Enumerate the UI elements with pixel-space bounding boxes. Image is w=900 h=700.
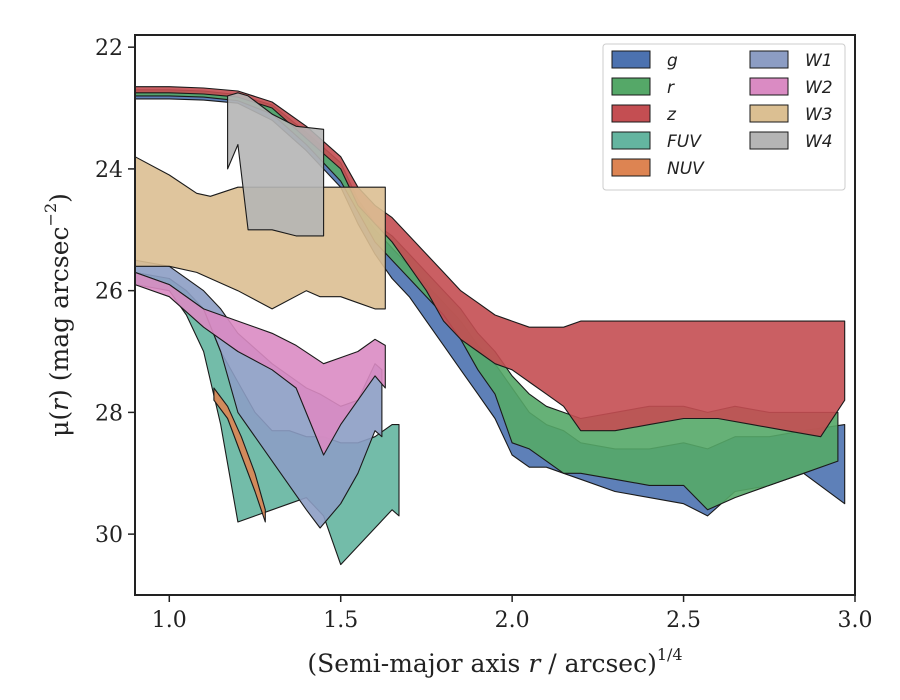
plot-frame xyxy=(134,34,856,596)
x-tick-label: 1.0 xyxy=(152,608,187,633)
y-tick-label: 30 xyxy=(95,523,123,548)
y-tick-label: 24 xyxy=(95,158,123,183)
legend-label-w2: W2 xyxy=(805,78,833,98)
x-axis-title: (Semi-major axis r / arcsec)1/4 xyxy=(307,645,682,678)
legend-swatch-w4 xyxy=(749,131,789,150)
legend-label-fuv: FUV xyxy=(667,132,702,152)
legend-label-g: g xyxy=(667,51,678,71)
y-tick-label: 28 xyxy=(95,401,123,426)
x-tick-label: 3.0 xyxy=(838,608,873,633)
bands-group xyxy=(134,86,846,566)
legend-label-r: r xyxy=(667,78,675,98)
y-tick-label: 22 xyxy=(95,36,123,61)
legend-label-w4: W4 xyxy=(805,132,833,152)
legend: grz FUV NUV W1 W2 W3 W4 xyxy=(602,43,846,191)
band-w4 xyxy=(227,92,325,237)
y-axis-title: μ(r) (mag arcsec−2) xyxy=(41,193,74,437)
legend-swatch-g xyxy=(611,50,651,69)
legend-label-w3: W3 xyxy=(805,105,833,125)
legend-swatch-nuv xyxy=(611,158,651,177)
legend-swatch-w1 xyxy=(749,50,789,69)
legend-swatch-w3 xyxy=(749,104,789,123)
band-z xyxy=(134,86,846,438)
legend-swatch-z xyxy=(611,104,651,123)
legend-label-z: z xyxy=(666,105,677,125)
x-tick-label: 2.0 xyxy=(495,608,530,633)
y-tick-label: 26 xyxy=(95,280,123,305)
legend-label-w1: W1 xyxy=(805,51,833,71)
x-axis: 1.0 1.5 2.0 2.5 3.0 xyxy=(152,595,873,633)
y-axis: 22 24 26 28 30 xyxy=(95,36,135,548)
legend-items: grz FUV NUV W1 W2 W3 W4 xyxy=(611,50,833,179)
x-tick-label: 1.5 xyxy=(323,608,358,633)
legend-swatch-w2 xyxy=(749,77,789,96)
legend-swatch-fuv xyxy=(611,131,651,150)
x-tick-label: 2.5 xyxy=(666,608,701,633)
band-nuv xyxy=(213,387,266,523)
legend-swatch-r xyxy=(611,77,651,96)
legend-label-nuv: NUV xyxy=(667,159,705,179)
band-w2 xyxy=(134,271,386,456)
